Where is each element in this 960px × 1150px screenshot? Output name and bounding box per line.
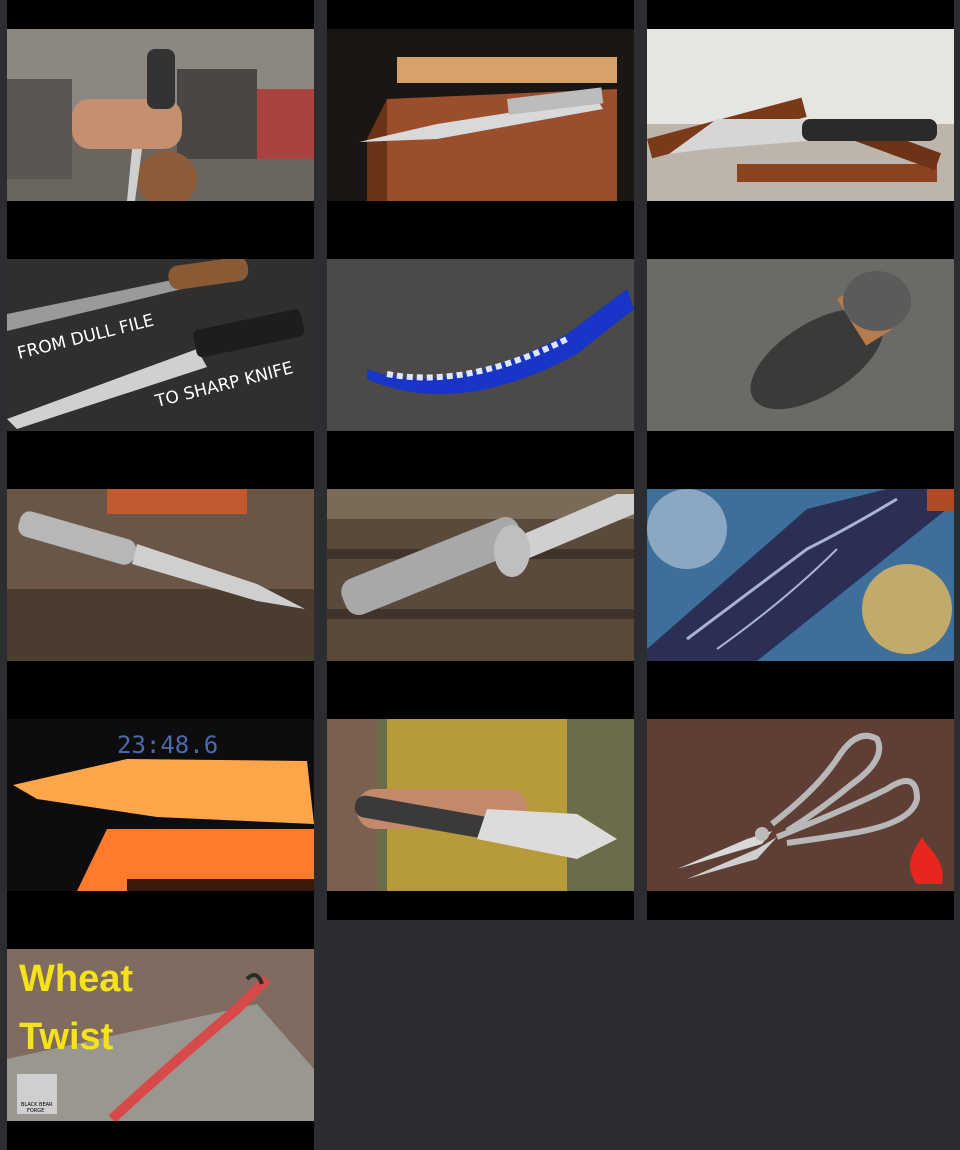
video-card[interactable] [327,460,634,690]
video-card[interactable] [647,460,954,690]
video-thumbnail-railroad-spike-knife[interactable] [647,29,954,201]
logo-text-2: FORGE [27,1108,44,1114]
video-card[interactable]: Wheat Twist BLACK BEAR FORGE [7,920,314,1150]
video-card[interactable] [327,0,634,230]
video-thumbnail-file-to-knife[interactable]: FROM DULL FILE TO SHARP KNIFE [7,259,314,431]
video-thumbnail-steel-handle-knife[interactable] [7,489,314,661]
video-thumbnail-knife-on-wood-block[interactable] [327,29,634,201]
video-card[interactable] [7,460,314,690]
video-thumbnail-damascus-blade[interactable] [647,489,954,661]
thumb-title-line-1: Wheat [19,958,133,1000]
video-card[interactable] [7,0,314,230]
video-card[interactable] [327,230,634,460]
video-card[interactable]: FROM DULL FILE TO SHARP KNIFE [7,230,314,460]
video-thumbnail-blued-engraved-blade[interactable] [327,259,634,431]
thumb-title-line-2: Twist [19,1016,114,1058]
video-card[interactable] [647,230,954,460]
video-card[interactable]: 23:48.6 [7,690,314,920]
video-thumbnail-steel-handle-knife-closeup[interactable] [327,489,634,661]
video-thumbnail-hand-forged-knife-workshop[interactable] [7,29,314,201]
video-thumbnail-wheat-twist[interactable]: Wheat Twist BLACK BEAR FORGE [7,949,314,1121]
video-card[interactable] [647,0,954,230]
timer-text: 23:48.6 [117,731,218,759]
video-thumbnail-hot-blade-forge[interactable]: 23:48.6 [7,719,314,891]
video-thumbnail-forged-metal-object[interactable] [647,259,954,431]
video-thumbnail-twisted-handle-knife[interactable] [327,719,634,891]
video-card[interactable] [327,690,634,920]
video-thumbnail-forged-scissors[interactable] [647,719,954,891]
video-card[interactable] [647,690,954,920]
